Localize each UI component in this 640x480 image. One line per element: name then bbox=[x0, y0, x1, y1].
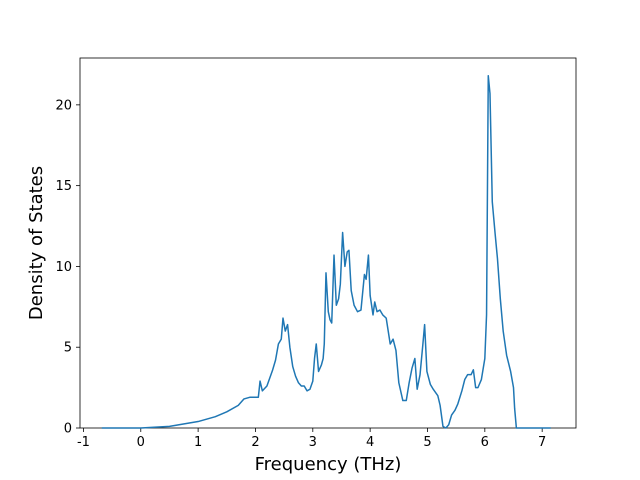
x-tick-label: 7 bbox=[538, 435, 546, 450]
x-axis-label: Frequency (THz) bbox=[255, 454, 402, 475]
x-tick-label: 5 bbox=[423, 435, 431, 450]
dos-line bbox=[101, 75, 551, 429]
x-tick-label: 4 bbox=[366, 435, 374, 450]
x-tick-label: 0 bbox=[137, 435, 145, 450]
y-tick-label: 20 bbox=[55, 98, 72, 113]
y-tick-label: 15 bbox=[55, 179, 72, 194]
x-tick-label: 2 bbox=[251, 435, 259, 450]
x-tick-label: 1 bbox=[194, 435, 202, 450]
plot-frame bbox=[79, 57, 577, 429]
y-tick-label: 10 bbox=[55, 260, 72, 275]
x-tick-label: 6 bbox=[481, 435, 489, 450]
y-tick-label: 5 bbox=[64, 341, 72, 356]
x-tick-label: 3 bbox=[309, 435, 317, 450]
x-tick-label: -1 bbox=[77, 435, 90, 450]
y-tick-label: 0 bbox=[64, 422, 72, 437]
y-axis-label: Density of States bbox=[26, 166, 47, 320]
